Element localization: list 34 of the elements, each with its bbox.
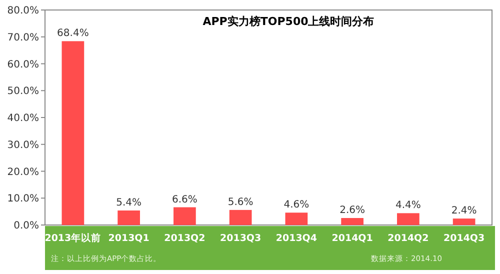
- data-label: 6.6%: [172, 194, 198, 206]
- x-tick-label: 2013年以前: [44, 232, 102, 244]
- x-tick-label: 2014Q3: [443, 233, 485, 244]
- data-label: 68.4%: [57, 28, 89, 40]
- x-tick-label: 2013Q4: [276, 233, 318, 244]
- bar: [452, 218, 476, 225]
- y-tick-label: 60.0%: [7, 59, 39, 70]
- bar: [397, 213, 420, 225]
- text: APP实力榜TOP500上线时间分布: [202, 15, 374, 28]
- data-label: 4.4%: [395, 200, 421, 212]
- x-tick-label: 2013Q3: [220, 233, 262, 244]
- x-tick-label: 2013Q1: [108, 233, 150, 244]
- y-tick-label: 0.0%: [14, 220, 39, 232]
- y-tick-label: 40.0%: [7, 113, 39, 124]
- bar: [62, 41, 84, 225]
- y-tick-label: 80.0%: [7, 6, 39, 16]
- bar: [118, 210, 140, 225]
- y-tick-label: 70.0%: [7, 32, 39, 44]
- data-label: 2.6%: [340, 205, 366, 216]
- bar: [285, 212, 308, 225]
- y-tick-label: 20.0%: [7, 166, 39, 178]
- data-label: 2.4%: [451, 206, 477, 217]
- x-tick-label: 2014Q2: [388, 233, 429, 244]
- x-tick-label: 2014Q1: [332, 233, 373, 244]
- y-tick-label: 50.0%: [7, 86, 39, 98]
- y-tick-label: 30.0%: [7, 140, 39, 151]
- bar: [341, 218, 364, 225]
- bar: [229, 210, 252, 225]
- data-label: 5.6%: [228, 196, 254, 208]
- bar: [174, 207, 196, 225]
- x-tick-label: 2013Q2: [164, 233, 206, 244]
- data-label: 5.4%: [116, 197, 142, 208]
- y-tick-label: 10.0%: [7, 194, 39, 205]
- data-label: 4.6%: [284, 200, 310, 211]
